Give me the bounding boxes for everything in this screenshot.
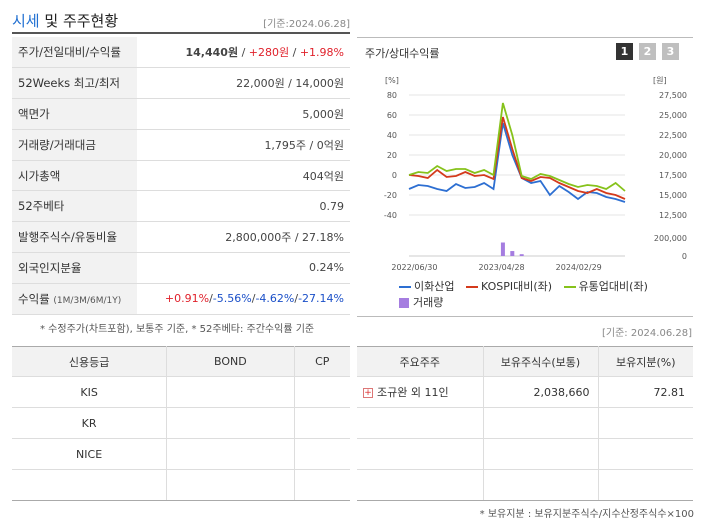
chart-title: 주가/상대수익률 — [365, 47, 440, 60]
volume-tick-label: 0 — [682, 252, 687, 261]
volume-bar — [500, 242, 505, 256]
table-row: KR — [12, 407, 350, 439]
table-row — [357, 438, 693, 470]
right-tick-label: 22,500 — [659, 131, 687, 140]
holder-name[interactable]: + 조규완 외 11인 — [357, 376, 484, 408]
right-tick-label: 17,500 — [659, 171, 687, 180]
left-tick-label: 40 — [387, 131, 397, 140]
credit-header: 신용등급 — [12, 346, 168, 377]
section-header: 시세 및 주주현황 [기준:2024.06.28] — [12, 8, 350, 34]
legend-item: KOSPI대비(좌) — [465, 278, 552, 294]
info-value: 2,800,000주 / 27.18% — [137, 221, 350, 254]
info-label: 발행주식수/유동비율 — [12, 221, 137, 254]
info-label: 거래량/거래대금 — [12, 129, 137, 161]
info-row-foreign: 외국인지분율 0.24% — [12, 252, 350, 284]
footnote-left: * 수정주가(차트포함), 보통주 기준, * 52주베타: 주간수익률 기준 — [40, 324, 315, 335]
info-label: 52Weeks 최고/최저 — [12, 67, 137, 100]
info-value: 22,000원 / 14,000원 — [137, 67, 350, 100]
info-value: 0.24% — [137, 252, 350, 284]
chart-tab-2[interactable]: 2 — [639, 43, 656, 60]
info-row-par-value: 액면가 5,000원 — [12, 98, 350, 130]
info-value: 404억원 — [137, 160, 350, 192]
right-tick-label: 20,000 — [659, 151, 687, 160]
table-row — [357, 469, 693, 501]
left-tick-label: 60 — [387, 111, 397, 120]
chart-legend: 이화산업 KOSPI대비(좌) 유통업대비(좌) 거래량 — [399, 278, 689, 310]
right-tick-label: 12,500 — [659, 211, 687, 220]
legend-item: 이화산업 — [399, 278, 454, 294]
info-value: 14,440원 / +280원 / +1.98% — [137, 37, 350, 69]
x-tick-label: 2022/06/30 — [391, 263, 437, 272]
left-tick-label: -20 — [384, 191, 397, 200]
holder-header: 보유지분(%) — [597, 346, 693, 377]
info-label: 액면가 — [12, 98, 137, 130]
table-row — [12, 469, 350, 501]
stock-chart: [%] [원] 80 60 40 20 0 -20 -40 27,500 25,000 22,500 2… — [384, 76, 687, 272]
table-row — [357, 407, 693, 439]
expand-icon[interactable]: + — [363, 388, 373, 398]
chart-base-date: [기준: 2024.06.28] — [601, 328, 692, 339]
info-value: 0.79 — [137, 190, 350, 223]
info-label: 주가/전일대비/수익률 — [12, 37, 137, 69]
left-axis-unit: [%] — [385, 76, 399, 85]
holder-header: 주요주주 — [357, 346, 484, 377]
credit-header: BOND — [166, 346, 295, 377]
footnote-right: * 보유지분 : 보유지분주식수/지수산정주식수×100 — [479, 509, 694, 520]
holder-header: 보유주식수(보통) — [482, 346, 599, 377]
info-row-returns: 수익률 (1M/3M/6M/1Y) +0.91%/-5.56%/-4.62%/-… — [12, 283, 350, 315]
table-row: + 조규완 외 11인 2,038,660 72.81 — [357, 376, 693, 408]
left-tick-label: 80 — [387, 91, 397, 100]
left-tick-label: -40 — [384, 211, 397, 220]
info-value: 5,000원 — [137, 98, 350, 130]
info-label: 수익률 (1M/3M/6M/1Y) — [12, 283, 137, 315]
table-row: NICE — [12, 438, 350, 470]
left-tick-label: 20 — [387, 151, 397, 160]
info-label: 시가총액 — [12, 160, 137, 192]
table-row: KIS — [12, 376, 350, 408]
volume-bar — [519, 254, 524, 256]
info-label: 52주베타 — [12, 190, 137, 223]
info-row-shares: 발행주식수/유동비율 2,800,000주 / 27.18% — [12, 221, 350, 254]
x-tick-label: 2024/02/29 — [556, 263, 602, 272]
info-row-beta: 52주베타 0.79 — [12, 190, 350, 223]
series-line — [408, 102, 626, 192]
volume-tick-label: 200,000 — [654, 234, 687, 243]
info-value: 1,795주 / 0억원 — [137, 129, 350, 161]
info-label: 외국인지분율 — [12, 252, 137, 284]
right-tick-label: 15,000 — [659, 191, 687, 200]
chart-tab-1[interactable]: 1 — [616, 43, 633, 60]
section-title: 시세 및 주주현황 — [12, 12, 119, 30]
info-row-price: 주가/전일대비/수익률 14,440원 / +280원 / +1.98% — [12, 37, 350, 69]
info-row-market-cap: 시가총액 404억원 — [12, 160, 350, 192]
chart-tabs: 1 2 3 — [616, 43, 679, 60]
series-line — [408, 116, 626, 200]
x-tick-label: 2023/04/28 — [479, 263, 525, 272]
legend-item: 거래량 — [399, 294, 443, 310]
shareholder-table: 주요주주 보유주식수(보통) 보유지분(%) + 조규완 외 11인 2,038,66… — [357, 346, 693, 501]
base-date: [기준:2024.06.28] — [263, 19, 350, 30]
info-value: +0.91%/-5.56%/-4.62%/-27.14% — [137, 283, 350, 315]
volume-bar — [510, 251, 515, 256]
info-row-52weeks: 52Weeks 최고/최저 22,000원 / 14,000원 — [12, 67, 350, 100]
credit-rating-table: 신용등급 BOND CP KIS KR NICE — [12, 346, 350, 501]
left-tick-label: 0 — [392, 171, 397, 180]
right-axis-unit: [원] — [653, 76, 667, 85]
chart-tab-3[interactable]: 3 — [662, 43, 679, 60]
right-tick-label: 25,000 — [659, 111, 687, 120]
chart-panel: 주가/상대수익률 1 2 3 [%] [원] 80 60 40 20 0 -20 -40 27,5… — [357, 37, 693, 317]
price-info-table: 주가/전일대비/수익률 14,440원 / +280원 / +1.98% 52W… — [12, 37, 350, 315]
credit-header: CP — [293, 346, 350, 377]
info-row-volume: 거래량/거래대금 1,795주 / 0억원 — [12, 129, 350, 161]
right-tick-label: 27,500 — [659, 91, 687, 100]
legend-item: 유통업대비(좌) — [563, 278, 648, 294]
